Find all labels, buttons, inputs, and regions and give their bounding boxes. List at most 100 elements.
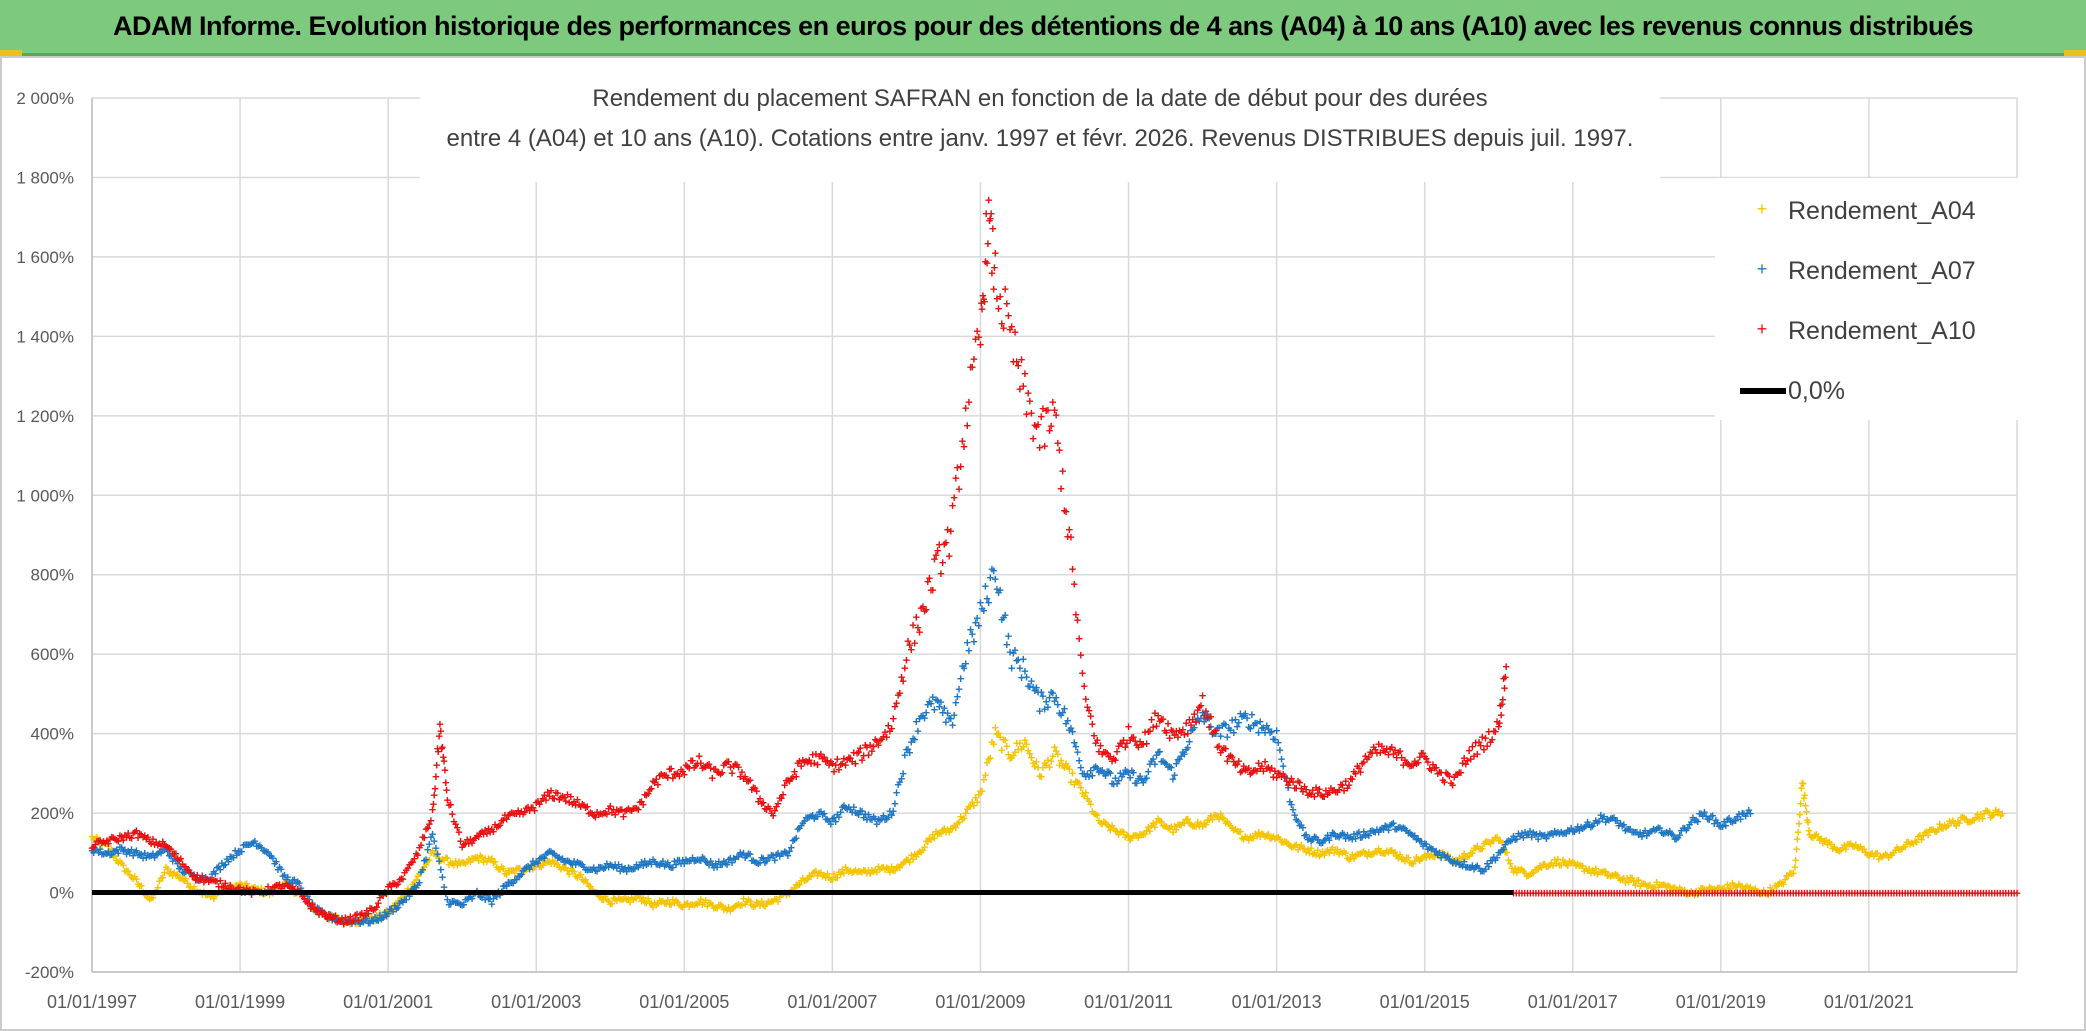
point-Rendement_A04: + [1067,774,1075,789]
point-Rendement_A04: + [457,856,465,871]
point-Rendement_A04: + [1811,828,1819,843]
point-Rendement_A04: + [1845,836,1853,851]
point-Rendement_A04: + [1038,769,1046,784]
point-Rendement_A04: + [618,892,626,907]
point-Rendement_A04: + [1019,739,1027,754]
point-Rendement_A04: + [1608,868,1616,883]
point-Rendement_A04: + [878,860,886,875]
point-Rendement_A04: + [827,872,835,887]
point-Rendement_A04: + [162,860,170,875]
point-Rendement_A04: + [1133,828,1141,843]
point-Rendement_A04: + [1582,861,1590,876]
point-Rendement_A07: + [88,843,96,858]
point-Rendement_A04: + [1885,850,1893,865]
point-Rendement_A04: + [806,868,814,883]
point-Rendement_A07: + [187,865,195,880]
point-Rendement_A04: + [1689,885,1697,900]
point-Rendement_A04: + [1319,844,1327,859]
point-Rendement_A04: + [496,862,504,877]
point-Rendement_A04: + [705,895,713,910]
point-Rendement_A04: + [365,914,373,929]
point-Rendement_A04: + [1702,883,1710,898]
point-Rendement_A04: + [567,861,575,876]
point-Rendement_A04: + [1294,842,1302,857]
point-Rendement_A04: + [1755,885,1763,900]
point-Rendement_A04: + [1977,807,1985,822]
point-Rendement_A04: + [1572,858,1580,873]
point-Rendement_A10-zero: + [2013,886,2021,901]
point-Rendement_A04: + [620,891,628,906]
point-Rendement_A07: + [157,846,165,861]
point-Rendement_A07: + [170,851,178,866]
point-Rendement_A04: + [381,906,389,921]
banner-corner-left [0,50,22,56]
point-Rendement_A04: + [674,895,682,910]
point-Rendement_A10: + [955,481,963,496]
point-Rendement_A04: + [1222,816,1230,831]
point-Rendement_A04: + [626,894,634,909]
banner-corner-right [2064,50,2086,56]
point-Rendement_A04: + [1010,748,1018,763]
point-Rendement_A10: + [1062,504,1070,519]
point-Rendement_A04: + [412,873,420,888]
point-Rendement_A04: + [1219,810,1227,825]
point-Rendement_A04: + [669,892,677,907]
point-Rendement_A04: + [587,879,595,894]
point-Rendement_A04: + [91,831,99,846]
point-Rendement_A04: + [1080,788,1088,803]
point-Rendement_A07: + [175,861,183,876]
point-Rendement_A04: + [685,899,693,914]
point-Rendement_A04: + [1225,816,1233,831]
point-Rendement_A07: + [190,867,198,882]
y-tick-label: 800% [31,566,74,585]
point-Rendement_A04: + [1126,832,1134,847]
point-Rendement_A04: + [1365,845,1373,860]
point-Rendement_A04: + [1604,868,1612,883]
x-tick-label: 01/01/2003 [491,992,581,1012]
point-Rendement_A04: + [690,897,698,912]
point-Rendement_A07: + [129,848,137,863]
point-Rendement_A10: + [981,294,989,309]
point-Rendement_A04: + [1350,851,1358,866]
point-Rendement_A04: + [1551,852,1559,867]
point-Rendement_A04: + [628,890,636,905]
point-Rendement_A04: + [90,832,98,847]
point-Rendement_A04: + [1026,746,1034,761]
point-Rendement_A04: + [486,852,494,867]
point-Rendement_A10: + [1069,561,1077,576]
point-Rendement_A04: + [964,801,972,816]
point-Rendement_A04: + [1852,837,1860,852]
point-Rendement_A04: + [1148,818,1156,833]
point-Rendement_A04: + [1432,847,1440,862]
point-Rendement_A04: + [891,863,899,878]
point-Rendement_A04: + [1090,806,1098,821]
point-Rendement_A04: + [498,859,506,874]
point-Rendement_A07: + [386,902,394,917]
point-Rendement_A04: + [575,868,583,883]
point-Rendement_A04: + [531,859,539,874]
point-Rendement_A04: + [1465,849,1473,864]
point-Rendement_A04: + [1131,827,1139,842]
point-Rendement_A04: + [1804,814,1812,829]
point-Rendement_A07: + [254,839,262,854]
point-Rendement_A04: + [1898,841,1906,856]
point-Rendement_A04: + [1156,813,1164,828]
point-Rendement_A04: + [1979,811,1987,826]
point-Rendement_A04: + [164,861,172,876]
point-Rendement_A04: + [1166,821,1174,836]
point-Rendement_A04: + [345,914,353,929]
point-Rendement_A04: + [133,871,141,886]
point-Rendement_A04: + [1686,886,1694,901]
point-Rendement_A04: + [274,882,282,897]
point-Rendement_A04: + [1635,873,1643,888]
point-Rendement_A04: + [1513,865,1521,880]
point-Rendement_A04: + [1836,844,1844,859]
point-Rendement_A04: + [1353,847,1361,862]
point-Rendement_A04: + [1242,829,1250,844]
point-Rendement_A04: + [1330,845,1338,860]
point-Rendement_A04: + [838,862,846,877]
point-Rendement_A04: + [187,879,195,894]
point-Rendement_A04: + [1316,848,1324,863]
point-Rendement_A04: + [773,892,781,907]
point-Rendement_A04: + [1724,877,1732,892]
